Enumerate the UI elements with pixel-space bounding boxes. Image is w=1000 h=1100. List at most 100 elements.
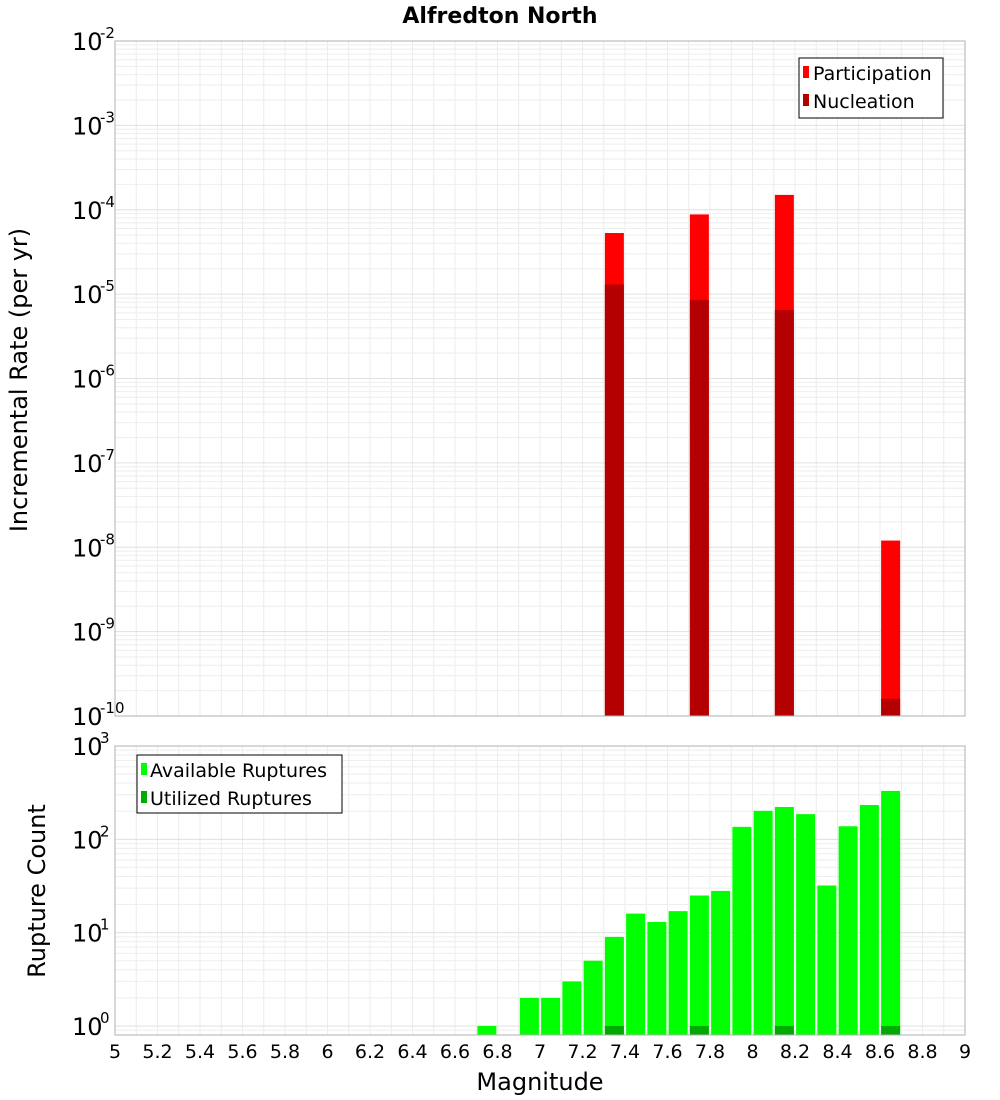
x-tick-label: 7.6 — [652, 1041, 682, 1063]
y-tick-label: 103 — [72, 729, 110, 761]
y-tick-exponent: -4 — [100, 193, 115, 211]
available-ruptures-bar — [753, 810, 773, 1035]
x-tick-label: 5 — [109, 1041, 121, 1063]
top-bars — [604, 194, 901, 717]
y-tick-label: 10-6 — [72, 362, 115, 394]
y-tick-exponent: -8 — [100, 530, 115, 548]
legend-label-utilized: Utilized Ruptures — [150, 788, 312, 810]
y-tick-label: 10-8 — [72, 530, 115, 562]
utilized-ruptures-bar — [689, 1025, 709, 1035]
available-ruptures-bar — [583, 960, 603, 1035]
y-tick-exponent: -3 — [100, 108, 115, 126]
y-tick-label: 10-3 — [72, 108, 115, 140]
y-tick-base: 10 — [72, 826, 103, 854]
available-ruptures-bar — [647, 922, 667, 1035]
x-tick-label: 7.8 — [695, 1041, 725, 1063]
legend-swatch-nucleation — [803, 94, 809, 106]
top-plot-border — [114, 40, 966, 717]
x-tick-label: 7 — [534, 1041, 546, 1063]
y-tick-exponent: -5 — [100, 277, 115, 295]
y-tick-exponent: -10 — [100, 699, 125, 717]
available-ruptures-bar — [519, 997, 539, 1035]
y-tick-exponent: -2 — [100, 24, 115, 42]
available-ruptures-bar — [562, 981, 582, 1035]
x-tick-label: 5.8 — [270, 1041, 300, 1063]
y-tick-exponent: 2 — [100, 822, 110, 840]
available-ruptures-bar — [477, 1025, 497, 1035]
top-y-axis-title: Incremental Rate (per yr) — [5, 228, 33, 532]
y-tick-label: 10-4 — [72, 193, 115, 225]
x-axis-title: Magnitude — [476, 1068, 603, 1096]
y-tick-base: 10 — [72, 920, 103, 948]
y-tick-exponent: -9 — [100, 615, 115, 633]
nucleation-bar — [881, 698, 901, 716]
y-tick-exponent: 3 — [100, 729, 110, 747]
nucleation-bar — [774, 309, 794, 716]
legend-swatch-utilized — [141, 791, 147, 803]
participation-bar — [881, 540, 901, 716]
available-ruptures-bar — [859, 805, 879, 1035]
y-tick-base: 10 — [72, 281, 103, 309]
y-tick-label: 10-2 — [72, 24, 115, 56]
x-tick-label: 6.4 — [397, 1041, 427, 1063]
bottom-legend: Available Ruptures Utilized Ruptures — [136, 754, 343, 814]
available-ruptures-bar — [626, 913, 646, 1035]
y-tick-base: 10 — [72, 366, 103, 394]
available-ruptures-bar — [817, 885, 837, 1035]
x-tick-label: 6 — [321, 1041, 333, 1063]
y-tick-label: 100 — [72, 1009, 110, 1041]
x-tick-label: 6.8 — [482, 1041, 512, 1063]
x-tick-label: 6.6 — [440, 1041, 470, 1063]
legend-label-participation: Participation — [813, 63, 932, 85]
y-tick-base: 10 — [72, 197, 103, 225]
available-ruptures-bar — [796, 814, 816, 1035]
bottom-bars — [477, 790, 901, 1035]
y-tick-label: 101 — [72, 916, 110, 948]
top-grid — [114, 40, 966, 717]
y-tick-base: 10 — [72, 28, 103, 56]
available-ruptures-bar — [838, 826, 858, 1035]
bottom-plot-border — [114, 745, 966, 1036]
x-tick-label: 7.4 — [610, 1041, 640, 1063]
x-tick-label: 5.4 — [185, 1041, 215, 1063]
y-tick-label: 10-7 — [72, 446, 115, 478]
bottom-legend-box — [136, 754, 343, 814]
x-tick-label: 9 — [959, 1041, 971, 1063]
x-tick-label: 8.2 — [780, 1041, 810, 1063]
y-tick-base: 10 — [72, 619, 103, 647]
y-tick-base: 10 — [72, 703, 103, 731]
chart-title: Alfredton North — [402, 4, 597, 29]
y-tick-base: 10 — [72, 733, 103, 761]
x-tick-label: 8.8 — [907, 1041, 937, 1063]
nucleation-bar — [689, 300, 709, 716]
y-tick-base: 10 — [72, 534, 103, 562]
available-ruptures-bar — [604, 936, 624, 1035]
available-ruptures-bar — [732, 826, 752, 1035]
legend-label-nucleation: Nucleation — [813, 91, 915, 113]
utilized-ruptures-bar — [881, 1025, 901, 1035]
x-tick-label: 8 — [746, 1041, 758, 1063]
available-ruptures-bar — [711, 890, 731, 1035]
top-legend-box — [798, 57, 944, 119]
legend-swatch-available — [141, 763, 147, 775]
y-tick-exponent: -7 — [100, 446, 115, 464]
top-legend: Participation Nucleation — [798, 57, 944, 119]
x-tick-label: 8.4 — [822, 1041, 852, 1063]
nucleation-bar — [604, 284, 624, 716]
available-ruptures-bar — [668, 911, 688, 1035]
y-tick-exponent: -6 — [100, 362, 115, 380]
bottom-y-axis-title: Rupture Count — [23, 804, 51, 978]
legend-swatch-participation — [803, 66, 809, 78]
y-tick-label: 10-9 — [72, 615, 115, 647]
utilized-ruptures-bar — [774, 1025, 794, 1035]
y-tick-base: 10 — [72, 112, 103, 140]
utilized-ruptures-bar — [604, 1025, 624, 1035]
y-tick-label: 10-5 — [72, 277, 115, 309]
legend-label-available: Available Ruptures — [150, 760, 327, 782]
y-tick-base: 10 — [72, 450, 103, 478]
y-tick-base: 10 — [72, 1013, 103, 1041]
